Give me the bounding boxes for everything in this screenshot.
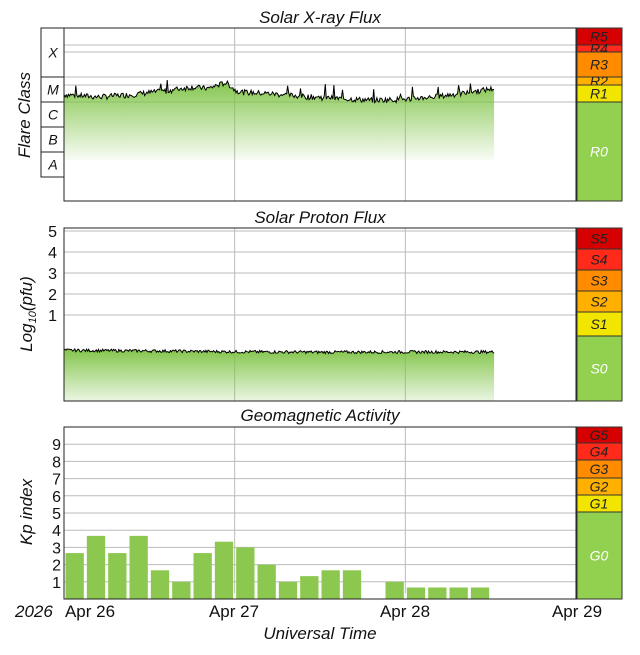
proton-flux-area	[64, 348, 495, 401]
kp-bar	[236, 547, 255, 599]
kp-tick-label: 3	[52, 540, 61, 557]
scale-cell-g0	[576, 511, 623, 600]
proton-y-axis-label: Log10(pfu)	[17, 276, 39, 352]
proton-tick-label: 2	[48, 287, 57, 304]
proton-plot	[63, 347, 495, 401]
proton-plot-frame	[63, 227, 577, 402]
xray-panel-title: Solar X-ray Flux	[259, 8, 381, 27]
class-label-m: M	[47, 82, 59, 98]
kp-bar	[257, 564, 276, 599]
scale-label-r0: R0	[590, 144, 608, 160]
scale-label-r1: R1	[590, 86, 608, 102]
geomag-plot-frame	[63, 426, 577, 600]
scale-label-g5: G5	[590, 427, 609, 443]
scale-label-g4: G4	[590, 444, 609, 460]
x-axis-label: Universal Time	[263, 624, 376, 643]
kp-bar	[449, 587, 468, 599]
xray-plot	[63, 79, 495, 160]
kp-bar	[385, 581, 404, 599]
scale-label-g0: G0	[590, 548, 609, 564]
class-label-c: C	[48, 107, 59, 123]
scale-label-s4: S4	[590, 252, 607, 268]
kp-bar	[342, 570, 362, 599]
scale-label-s1: S1	[590, 316, 607, 332]
kp-bar	[129, 535, 148, 599]
proton-grid	[64, 228, 576, 401]
time-tick-label: Apr 27	[209, 602, 259, 621]
kp-tick-label: 6	[52, 489, 61, 506]
scale-label-r3: R3	[590, 57, 608, 73]
kp-bar	[150, 570, 170, 599]
scale-label-s5: S5	[590, 231, 607, 247]
kp-tick-label: 8	[52, 454, 61, 471]
scale-label-r5: R5	[590, 29, 608, 45]
kp-bar	[321, 570, 340, 599]
scale-cell-r0	[576, 101, 623, 202]
time-tick-label: Apr 29	[552, 602, 602, 621]
scale-label-s0: S0	[590, 361, 607, 377]
kp-bar	[406, 587, 426, 599]
kp-tick-label: 5	[52, 506, 61, 523]
class-label-b: B	[48, 132, 57, 148]
geomag-grid	[64, 427, 576, 599]
kp-tick-label: 9	[52, 437, 61, 454]
xray-plot-frame	[63, 27, 577, 202]
proton-flux-line	[63, 347, 495, 355]
scale-label-s2: S2	[590, 294, 607, 310]
kp-bar	[428, 587, 447, 599]
xray-flux-area	[64, 80, 495, 160]
kp-bar	[172, 581, 191, 599]
xray-flux-line	[63, 79, 495, 104]
kp-bar	[65, 553, 84, 599]
proton-tick-label: 1	[48, 308, 57, 325]
class-label-x: X	[47, 45, 58, 61]
kp-tick-label: 1	[52, 575, 61, 592]
scale-label-g1: G1	[590, 496, 609, 512]
xray-y-axis-label: Flare Class	[15, 72, 34, 158]
year-label: 2026	[14, 602, 53, 621]
scale-label-s3: S3	[590, 273, 607, 289]
kp-bar	[470, 587, 490, 599]
kp-bar	[108, 553, 127, 599]
proton-tick-label: 4	[48, 245, 57, 262]
proton-s-scale: S5 S4 S3 S2 S1 S0	[576, 227, 623, 402]
time-tick-label: Apr 28	[380, 602, 430, 621]
time-tick-labels: Apr 26 Apr 27 Apr 28 Apr 29	[65, 602, 602, 621]
kp-bar	[278, 581, 298, 599]
proton-panel-title: Solar Proton Flux	[254, 208, 386, 227]
scale-cell-s1	[576, 311, 623, 337]
kp-tick-label: 7	[52, 472, 61, 489]
kp-bar	[86, 535, 106, 599]
proton-tick-labels: 5 4 3 2 1	[48, 224, 57, 325]
geomag-y-axis-label: Kp index	[17, 478, 36, 545]
geomag-plot	[65, 535, 556, 599]
kp-bar	[300, 576, 319, 599]
class-label-a: A	[47, 157, 57, 173]
scale-label-g2: G2	[590, 479, 609, 495]
kp-tick-label: 4	[52, 523, 61, 540]
kp-tick-label: 2	[52, 558, 61, 575]
geomag-panel-title: Geomagnetic Activity	[240, 406, 401, 425]
time-tick-label: Apr 26	[65, 602, 115, 621]
proton-tick-label: 5	[48, 224, 57, 241]
kp-bar	[214, 541, 234, 599]
scale-cell-s0	[576, 335, 623, 402]
proton-tick-label: 3	[48, 266, 57, 283]
scale-label-g3: G3	[590, 461, 609, 477]
kp-bar	[193, 553, 212, 599]
